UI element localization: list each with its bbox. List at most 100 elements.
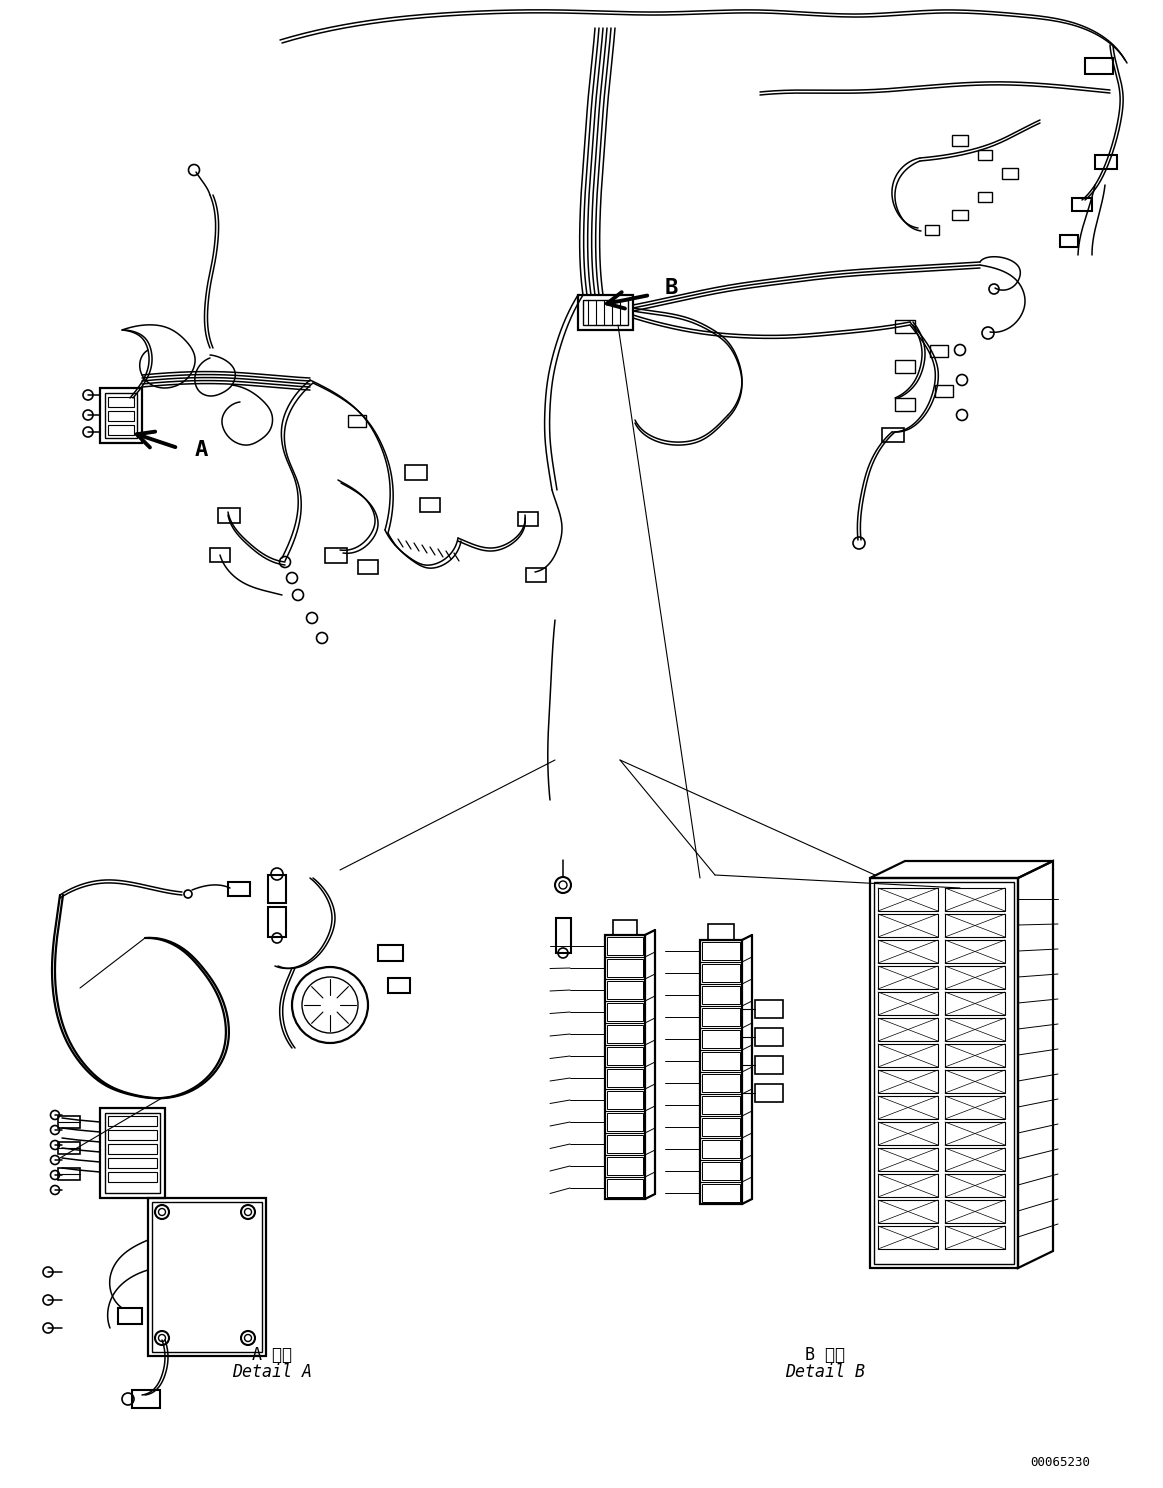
Bar: [878, 1226, 939, 1248]
Bar: [405, 466, 427, 481]
Bar: [607, 1091, 643, 1109]
Bar: [228, 882, 250, 896]
Bar: [978, 150, 992, 161]
Bar: [896, 320, 915, 333]
Bar: [875, 882, 1014, 1263]
Bar: [702, 942, 740, 960]
Bar: [420, 498, 440, 512]
Bar: [702, 1007, 740, 1027]
Bar: [755, 1083, 783, 1103]
Bar: [978, 192, 992, 202]
Bar: [152, 1202, 262, 1353]
Bar: [878, 966, 939, 990]
Bar: [267, 875, 286, 903]
Bar: [878, 1199, 939, 1223]
Bar: [946, 914, 1005, 937]
Bar: [878, 940, 939, 963]
Bar: [946, 1045, 1005, 1067]
Text: A: A: [195, 440, 208, 460]
Bar: [117, 1308, 142, 1324]
Bar: [702, 1030, 740, 1048]
Bar: [607, 1113, 643, 1131]
Bar: [607, 937, 643, 955]
Bar: [878, 1070, 939, 1094]
Bar: [267, 908, 286, 937]
Bar: [702, 1097, 740, 1115]
Bar: [878, 914, 939, 937]
Bar: [108, 1158, 157, 1168]
Bar: [702, 1117, 740, 1135]
Bar: [217, 507, 240, 522]
Bar: [605, 934, 645, 1199]
Bar: [211, 548, 230, 562]
Bar: [578, 295, 633, 330]
Bar: [702, 1074, 740, 1092]
Bar: [930, 345, 948, 357]
Bar: [131, 1390, 160, 1408]
Bar: [607, 1025, 643, 1043]
Bar: [100, 1109, 165, 1198]
Bar: [607, 1068, 643, 1088]
Bar: [348, 415, 366, 427]
Bar: [946, 992, 1005, 1015]
Bar: [755, 1000, 783, 1018]
Bar: [583, 301, 628, 324]
Bar: [946, 1097, 1005, 1119]
Bar: [388, 978, 411, 992]
Bar: [878, 1097, 939, 1119]
Bar: [702, 1052, 740, 1070]
Bar: [882, 429, 904, 442]
Bar: [946, 1149, 1005, 1171]
Bar: [870, 878, 1018, 1268]
Bar: [708, 924, 734, 940]
Bar: [702, 1140, 740, 1158]
Bar: [946, 1199, 1005, 1223]
Bar: [896, 397, 915, 411]
Bar: [108, 1116, 157, 1126]
Bar: [607, 958, 643, 978]
Bar: [108, 397, 134, 408]
Text: B 詳細: B 詳細: [805, 1347, 846, 1364]
Bar: [1085, 58, 1113, 74]
Bar: [896, 360, 915, 373]
Bar: [108, 1173, 157, 1181]
Bar: [935, 385, 952, 397]
Bar: [358, 559, 378, 574]
Text: B: B: [665, 278, 678, 298]
Bar: [607, 1003, 643, 1021]
Bar: [878, 1018, 939, 1042]
Bar: [518, 512, 538, 525]
Text: Detail A: Detail A: [231, 1363, 312, 1381]
Bar: [108, 411, 134, 421]
Bar: [702, 964, 740, 982]
Bar: [878, 1149, 939, 1171]
Bar: [946, 888, 1005, 911]
Text: Detail B: Detail B: [785, 1363, 865, 1381]
Bar: [108, 1129, 157, 1140]
Bar: [925, 225, 939, 235]
Bar: [878, 1122, 939, 1144]
Bar: [105, 393, 137, 437]
Bar: [946, 940, 1005, 963]
Bar: [952, 210, 968, 220]
Bar: [607, 1048, 643, 1065]
Bar: [952, 135, 968, 146]
Bar: [700, 940, 742, 1204]
Bar: [946, 1174, 1005, 1196]
Text: 00065230: 00065230: [1030, 1455, 1090, 1469]
Bar: [607, 1135, 643, 1153]
Bar: [148, 1198, 266, 1356]
Bar: [100, 388, 142, 443]
Bar: [946, 1122, 1005, 1144]
Bar: [878, 888, 939, 911]
Bar: [1096, 155, 1116, 170]
Bar: [702, 987, 740, 1004]
Bar: [702, 1162, 740, 1180]
Bar: [613, 920, 637, 934]
Text: A 詳細: A 詳細: [252, 1347, 292, 1364]
Bar: [1072, 198, 1092, 211]
Bar: [702, 1184, 740, 1202]
Bar: [878, 992, 939, 1015]
Bar: [755, 1028, 783, 1046]
Bar: [878, 1174, 939, 1196]
